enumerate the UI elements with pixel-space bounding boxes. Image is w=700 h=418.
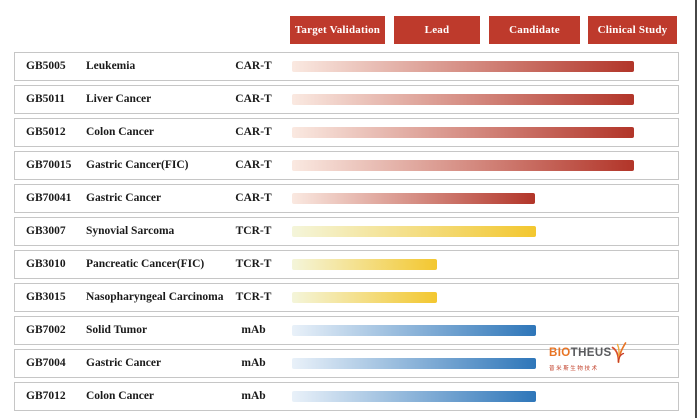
biotheus-logo-text: BIOTHEUS [549, 346, 612, 360]
indication-label: Colon Cancer [86, 390, 155, 402]
indication-label: Gastric Cancer [86, 192, 162, 204]
indication-label: Gastric Cancer [86, 357, 162, 369]
program-code: GB3007 [26, 225, 66, 237]
program-code: GB5011 [26, 93, 65, 105]
indication-label: Nasopharyngeal Carcinoma [86, 291, 224, 303]
progress-bar [292, 193, 535, 204]
table-row: GB5005 Leukemia CAR-T [14, 52, 679, 81]
modality-label: CAR-T [235, 159, 272, 171]
program-code: GB70015 [26, 159, 72, 171]
program-code: GB7012 [26, 390, 66, 402]
progress-bar [292, 292, 437, 303]
table-row: GB7012 Colon Cancer mAb [14, 382, 679, 411]
biotheus-logo: BIOTHEUS 普米斯生物技术 [549, 342, 639, 372]
flame-icon [611, 342, 626, 363]
modality-label: TCR-T [235, 225, 272, 237]
pipeline-rows: GB5005 Leukemia CAR-T GB5011 Liver Cance… [14, 52, 679, 415]
table-row: GB70041 Gastric Cancer CAR-T [14, 184, 679, 213]
indication-label: Synovial Sarcoma [86, 225, 175, 237]
table-row: GB5012 Colon Cancer CAR-T [14, 118, 679, 147]
progress-bar [292, 358, 536, 369]
program-code: GB3010 [26, 258, 66, 270]
modality-label: CAR-T [235, 192, 272, 204]
table-row: GB7004 Gastric Cancer mAb [14, 349, 679, 378]
progress-bar [292, 94, 634, 105]
table-row: GB5011 Liver Cancer CAR-T [14, 85, 679, 114]
program-code: GB70041 [26, 192, 72, 204]
program-code: GB7004 [26, 357, 66, 369]
table-row: GB3010 Pancreatic Cancer(FIC) TCR-T [14, 250, 679, 279]
modality-label: mAb [241, 390, 266, 402]
indication-label: Solid Tumor [86, 324, 148, 336]
stage-button-clinical-study: Clinical Study [588, 16, 677, 44]
progress-bar [292, 226, 536, 237]
logo-theus-text: THEUS [570, 347, 612, 359]
table-row: GB3015 Nasopharyngeal Carcinoma TCR-T [14, 283, 679, 312]
modality-label: TCR-T [235, 258, 272, 270]
progress-bar [292, 61, 634, 72]
program-code: GB7002 [26, 324, 66, 336]
program-code: GB5012 [26, 126, 66, 138]
program-code: GB3015 [26, 291, 66, 303]
indication-label: Leukemia [86, 60, 136, 72]
progress-bar [292, 127, 634, 138]
program-code: GB5005 [26, 60, 66, 72]
progress-bar [292, 160, 634, 171]
table-row: GB70015 Gastric Cancer(FIC) CAR-T [14, 151, 679, 180]
indication-label: Gastric Cancer(FIC) [86, 159, 189, 171]
table-row: GB3007 Synovial Sarcoma TCR-T [14, 217, 679, 246]
modality-label: TCR-T [235, 291, 272, 303]
stage-button-lead: Lead [394, 16, 480, 44]
progress-bar [292, 325, 536, 336]
modality-label: CAR-T [235, 60, 272, 72]
indication-label: Pancreatic Cancer(FIC) [86, 258, 205, 270]
logo-bio-text: BIO [549, 347, 571, 359]
stage-button-target-validation: Target Validation [290, 16, 385, 44]
modality-label: CAR-T [235, 93, 272, 105]
modality-label: mAb [241, 357, 266, 369]
right-border-line [695, 0, 697, 418]
logo-chinese-subtitle: 普米斯生物技术 [549, 366, 599, 372]
progress-bar [292, 391, 536, 402]
modality-label: CAR-T [235, 126, 272, 138]
indication-label: Liver Cancer [86, 93, 152, 105]
indication-label: Colon Cancer [86, 126, 155, 138]
table-row: GB7002 Solid Tumor mAb [14, 316, 679, 345]
modality-label: mAb [241, 324, 266, 336]
stage-button-candidate: Candidate [489, 16, 580, 44]
progress-bar [292, 259, 437, 270]
